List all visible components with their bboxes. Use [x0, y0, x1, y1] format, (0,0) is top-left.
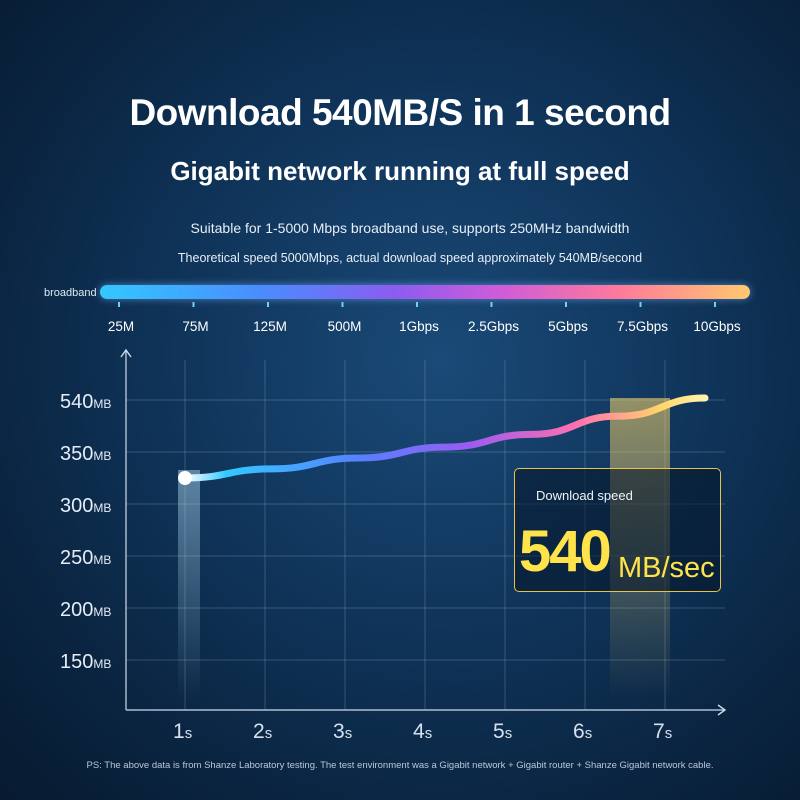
x-tick-label: 4s: [413, 720, 432, 743]
broadband-tick-label: 75M: [182, 319, 208, 334]
x-axis-arrow: [717, 704, 727, 716]
x-tick-value: 6: [573, 720, 585, 743]
download-speed-unit: MB/sec: [618, 552, 715, 584]
y-tick-label: 540MB: [60, 391, 111, 413]
x-tick-unit: s: [585, 725, 593, 742]
broadband-tick-label: 10Gbps: [693, 319, 741, 334]
x-tick-value: 7: [653, 720, 665, 743]
download-speed-value: 540: [519, 519, 612, 584]
x-tick-label: 6s: [573, 720, 592, 743]
y-tick-unit: MB: [93, 501, 111, 515]
x-tick-value: 3: [333, 720, 345, 743]
page-subtitle: Gigabit network running at full speed: [170, 156, 630, 186]
y-tick-unit: MB: [93, 397, 111, 411]
x-tick-label: 5s: [493, 720, 512, 743]
y-tick-label: 150MB: [60, 651, 111, 673]
y-tick-label: 200MB: [60, 599, 111, 621]
y-axis-arrow: [120, 348, 132, 358]
page-title: Download 540MB/S in 1 second: [129, 92, 671, 133]
x-tick-value: 2: [253, 720, 265, 743]
download-speed-label: Download speed: [536, 488, 633, 503]
description-line-1: Suitable for 1-5000 Mbps broadband use, …: [190, 220, 630, 236]
chart-axes: [120, 348, 727, 716]
y-tick-value: 300: [60, 495, 93, 517]
y-tick-value: 540: [60, 391, 93, 413]
broadband-tick-label: 5Gbps: [548, 319, 588, 334]
broadband-gradient-bar: [100, 285, 750, 299]
y-tick-value: 250: [60, 547, 93, 569]
y-tick-value: 200: [60, 599, 93, 621]
x-tick-value: 1: [173, 720, 185, 743]
speed-curve: [181, 394, 709, 482]
broadband-tick-label: 125M: [253, 319, 287, 334]
y-tick-unit: MB: [93, 605, 111, 619]
x-tick-label: 3s: [333, 720, 352, 743]
broadband-tick-label: 2.5Gbps: [468, 319, 519, 334]
x-tick-unit: s: [425, 725, 433, 742]
broadband-tick-label: 1Gbps: [399, 319, 439, 334]
y-tick-unit: MB: [93, 449, 111, 463]
x-tick-label: 7s: [653, 720, 672, 743]
broadband-ticks: 25M 75M 125M 500M 1Gbps 2.5Gbps 5Gbps 7.5Gbps 10…: [108, 302, 741, 334]
start-glow: [178, 470, 200, 700]
x-tick-unit: s: [505, 725, 513, 742]
curve-start-point: [178, 471, 192, 485]
y-tick-value: 150: [60, 651, 93, 673]
y-tick-label: 300MB: [60, 495, 111, 517]
footnote: PS: The above data is from Shanze Labora…: [86, 760, 714, 771]
x-tick-value: 4: [413, 720, 425, 743]
y-tick-unit: MB: [93, 553, 111, 567]
x-tick-value: 5: [493, 720, 505, 743]
broadband-tick-label: 25M: [108, 319, 134, 334]
x-tick-unit: s: [665, 725, 673, 742]
broadband-label: broadband: [44, 287, 97, 299]
y-tick-label: 350MB: [60, 443, 111, 465]
download-speed-box: [514, 468, 721, 592]
x-tick-unit: s: [345, 725, 353, 742]
description-line-2: Theoretical speed 5000Mbps, actual downl…: [177, 251, 643, 265]
x-axis-ticks: 1s 2s 3s 4s 5s 6s 7s: [173, 720, 672, 743]
broadband-tick-label: 500M: [328, 319, 362, 334]
y-tick-unit: MB: [93, 657, 111, 671]
x-tick-unit: s: [185, 725, 193, 742]
x-tick-label: 2s: [253, 720, 272, 743]
y-tick-label: 250MB: [60, 547, 111, 569]
x-tick-label: 1s: [173, 720, 192, 743]
broadband-tick-label: 7.5Gbps: [617, 319, 668, 334]
y-tick-value: 350: [60, 443, 93, 465]
x-tick-unit: s: [265, 725, 273, 742]
